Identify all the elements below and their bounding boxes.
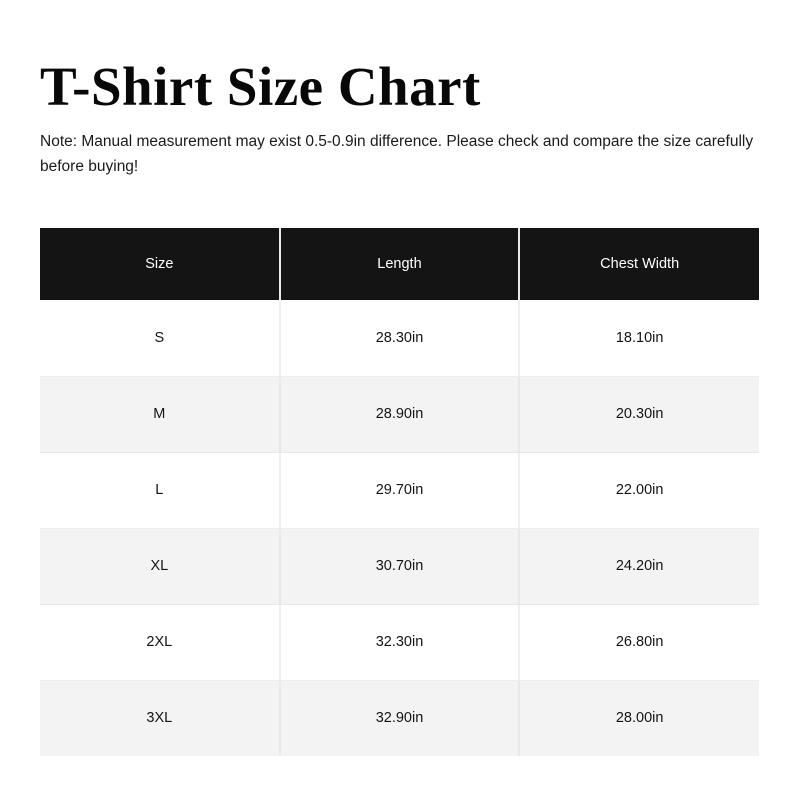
cell-length: 32.30in <box>279 604 521 681</box>
cell-chest-width: 24.20in <box>519 528 759 605</box>
table-header-row: Size Length Chest Width <box>40 228 759 300</box>
cell-length: 29.70in <box>279 452 521 529</box>
cell-length: 32.90in <box>279 680 521 756</box>
table-row: XL 30.70in 24.20in <box>40 528 759 605</box>
cell-chest-width: 26.80in <box>519 604 759 681</box>
column-header-length: Length <box>279 228 521 300</box>
table-row: 3XL 32.90in 28.00in <box>40 680 759 756</box>
cell-length: 28.90in <box>279 376 521 453</box>
cell-chest-width: 18.10in <box>519 300 759 377</box>
table-header: Size Length Chest Width <box>40 228 759 300</box>
cell-length: 28.30in <box>279 300 521 377</box>
table-row: L 29.70in 22.00in <box>40 452 759 529</box>
cell-chest-width: 28.00in <box>519 680 759 756</box>
page-title: T-Shirt Size Chart <box>40 56 481 117</box>
cell-size: 3XL <box>40 680 281 756</box>
table-body: S 28.30in 18.10in M 28.90in 20.30in L 29… <box>40 300 759 756</box>
cell-size: S <box>40 300 281 377</box>
size-chart-table: Size Length Chest Width S 28.30in 18.10i… <box>40 228 759 756</box>
table-row: 2XL 32.30in 26.80in <box>40 604 759 681</box>
cell-chest-width: 20.30in <box>519 376 759 453</box>
column-header-size: Size <box>40 228 281 300</box>
measurement-note: Note: Manual measurement may exist 0.5-0… <box>40 133 754 175</box>
column-header-chest-width: Chest Width <box>519 228 759 300</box>
cell-length: 30.70in <box>279 528 521 605</box>
table-row: M 28.90in 20.30in <box>40 376 759 453</box>
cell-size: 2XL <box>40 604 281 681</box>
cell-size: XL <box>40 528 281 605</box>
cell-size: M <box>40 376 281 453</box>
cell-size: L <box>40 452 281 529</box>
table-row: S 28.30in 18.10in <box>40 300 759 377</box>
cell-chest-width: 22.00in <box>519 452 759 529</box>
